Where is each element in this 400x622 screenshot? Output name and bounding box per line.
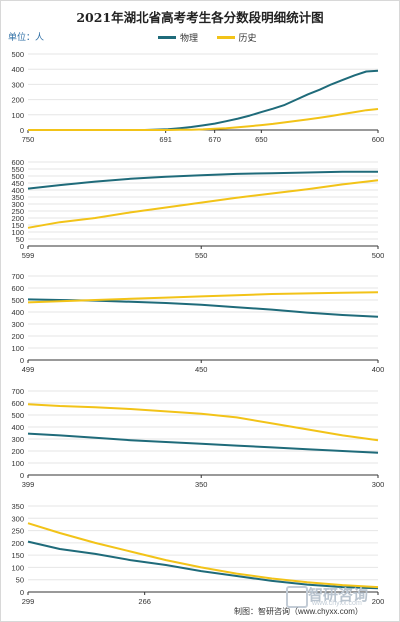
y-tick-label: 550 bbox=[11, 165, 24, 174]
y-tick-label: 400 bbox=[11, 308, 24, 317]
y-tick-label: 0 bbox=[20, 588, 24, 597]
x-tick-label: 599 bbox=[22, 251, 35, 260]
y-tick-label: 100 bbox=[11, 228, 24, 237]
x-tick-label: 266 bbox=[138, 597, 151, 606]
unit-label: 单位：人 bbox=[8, 32, 45, 42]
x-tick-label: 750 bbox=[22, 135, 35, 144]
y-tick-label: 200 bbox=[11, 214, 24, 223]
x-tick-label: 500 bbox=[372, 251, 385, 260]
y-tick-label: 150 bbox=[11, 551, 24, 560]
legend-item-history: 历史 bbox=[216, 31, 257, 44]
y-tick-label: 600 bbox=[11, 399, 24, 408]
y-tick-label: 400 bbox=[11, 186, 24, 195]
chart-panel-499-400: 0 100 200 300 400 500 600 700 499 450 400 bbox=[11, 272, 385, 374]
y-tick-label: 700 bbox=[11, 387, 24, 396]
y-tick-label: 300 bbox=[11, 435, 24, 444]
y-tick-label: 400 bbox=[11, 65, 24, 74]
series-line-history bbox=[27, 179, 379, 229]
y-tick-label: 0 bbox=[20, 242, 24, 251]
watermark-site: www.chyxx.com bbox=[312, 600, 362, 607]
x-tick-label: 450 bbox=[195, 365, 208, 374]
series-line-physics bbox=[27, 298, 379, 318]
x-tick-label: 400 bbox=[372, 365, 385, 374]
y-tick-label: 100 bbox=[11, 563, 24, 572]
y-tick-label: 300 bbox=[11, 200, 24, 209]
x-tick-label: 399 bbox=[22, 480, 35, 489]
chart-panel-399-300: 0 100 200 300 400 500 600 700 399 350 300 bbox=[11, 387, 385, 489]
y-tick-label: 500 bbox=[11, 296, 24, 305]
series-line-physics bbox=[27, 432, 379, 454]
chart-footer: 制图：智研咨询（www.chyxx.com） bbox=[234, 607, 363, 616]
y-tick-label: 350 bbox=[11, 502, 24, 511]
series-line-physics bbox=[27, 540, 379, 590]
y-tick-label: 700 bbox=[11, 272, 24, 281]
x-tick-label: 550 bbox=[195, 251, 208, 260]
y-tick-label: 450 bbox=[11, 179, 24, 188]
y-tick-label: 600 bbox=[11, 158, 24, 167]
y-tick-label: 250 bbox=[11, 527, 24, 536]
y-tick-label: 50 bbox=[16, 235, 24, 244]
y-tick-label: 300 bbox=[11, 514, 24, 523]
y-tick-label: 250 bbox=[11, 207, 24, 216]
y-tick-label: 500 bbox=[11, 172, 24, 181]
y-tick-label: 200 bbox=[11, 332, 24, 341]
y-tick-label: 100 bbox=[11, 344, 24, 353]
x-tick-label: 650 bbox=[255, 135, 268, 144]
series-line-history bbox=[28, 108, 379, 131]
y-tick-label: 150 bbox=[11, 221, 24, 230]
series-line-history bbox=[27, 403, 379, 442]
x-tick-label: 691 bbox=[159, 135, 172, 144]
legend-label-physics: 物理 bbox=[180, 33, 199, 43]
y-tick-label: 200 bbox=[11, 96, 24, 105]
legend: 物理 历史 bbox=[158, 31, 273, 44]
x-tick-label: 499 bbox=[22, 365, 35, 374]
series-line-history bbox=[27, 291, 379, 304]
x-tick-label: 670 bbox=[208, 135, 221, 144]
y-tick-label: 300 bbox=[11, 320, 24, 329]
x-tick-label: 600 bbox=[372, 135, 385, 144]
y-tick-label: 600 bbox=[11, 284, 24, 293]
y-tick-label: 100 bbox=[11, 111, 24, 120]
x-tick-label: 300 bbox=[372, 480, 385, 489]
legend-label-history: 历史 bbox=[238, 33, 257, 43]
y-tick-label: 400 bbox=[11, 423, 24, 432]
y-tick-label: 200 bbox=[11, 539, 24, 548]
y-tick-label: 0 bbox=[20, 356, 24, 365]
y-tick-label: 0 bbox=[20, 471, 24, 480]
series-line-physics bbox=[28, 69, 379, 131]
y-tick-label: 500 bbox=[11, 50, 24, 59]
watermark-brand: 智研咨询 bbox=[308, 587, 369, 604]
y-tick-label: 100 bbox=[11, 459, 24, 468]
y-tick-label: 0 bbox=[20, 126, 24, 135]
y-tick-label: 300 bbox=[11, 80, 24, 89]
x-tick-label: 350 bbox=[195, 480, 208, 489]
series-line-history bbox=[27, 522, 379, 589]
chart-title: 2021年湖北省高考考生各分数段明细统计图 bbox=[76, 10, 324, 25]
x-tick-label: 299 bbox=[22, 597, 35, 606]
watermark-logo bbox=[286, 586, 308, 608]
legend-item-physics: 物理 bbox=[158, 31, 198, 44]
legend-swatch-physics bbox=[158, 36, 176, 39]
y-tick-label: 200 bbox=[11, 447, 24, 456]
y-tick-label: 350 bbox=[11, 193, 24, 202]
x-tick-label: 200 bbox=[372, 597, 385, 606]
chart-panel-299-200: 0 50 100 150 200 250 300 350 299 266 200 bbox=[11, 502, 385, 606]
y-tick-label: 500 bbox=[11, 411, 24, 420]
y-tick-label: 50 bbox=[16, 576, 24, 585]
chart-panel-750-600: 0 100 200 300 400 500 750 691 670 650 600 bbox=[11, 50, 385, 144]
series-line-physics bbox=[27, 170, 378, 190]
legend-swatch-history bbox=[216, 36, 235, 39]
